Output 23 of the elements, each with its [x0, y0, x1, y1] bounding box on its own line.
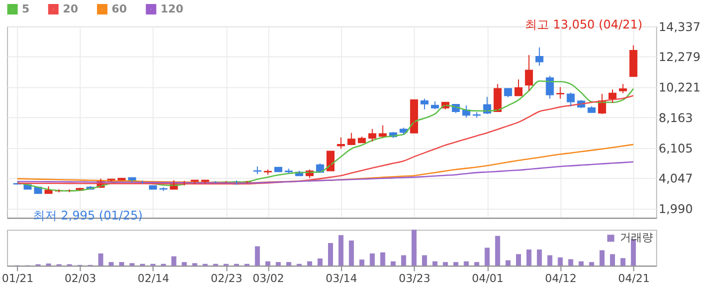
- legend-label: 20: [62, 2, 78, 16]
- x-tick-label: 04/01: [472, 272, 504, 286]
- legend-label: 60: [112, 2, 128, 16]
- y-tick-label: 14,337: [658, 20, 700, 34]
- legend-label: 5: [22, 2, 30, 16]
- x-tick-label: 02/23: [210, 272, 242, 286]
- x-tick-label: 03/23: [398, 272, 430, 286]
- y-tick-label: 12,279: [658, 50, 700, 64]
- x-tick-label: 04/12: [544, 272, 577, 286]
- x-tick-label: 01/21: [2, 272, 34, 286]
- x-tick-label: 03/14: [326, 272, 358, 286]
- y-tick-label: 10,221: [658, 80, 700, 95]
- x-tick-label: 03/02: [252, 272, 284, 286]
- x-tick-label: 02/03: [64, 272, 96, 286]
- y-tick-label: 1,990: [658, 202, 693, 216]
- annotation: 최고 13,050 (04/21): [525, 17, 642, 32]
- legend-label: 거래량: [620, 231, 654, 244]
- x-tick-label: 04/21: [618, 272, 650, 286]
- legend-label: 120: [160, 2, 184, 16]
- y-tick-label: 4,047: [658, 172, 693, 186]
- y-tick-label: 6,105: [658, 141, 693, 156]
- y-tick-label: 8,163: [658, 110, 693, 125]
- x-tick-label: 02/14: [138, 272, 170, 286]
